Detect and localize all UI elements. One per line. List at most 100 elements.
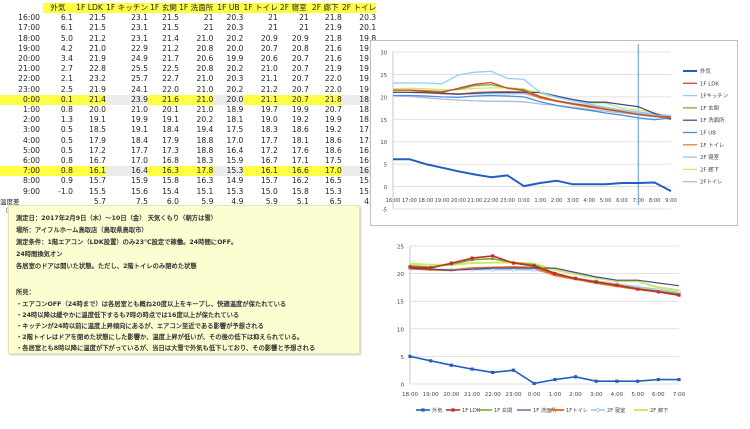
x-tick-label: 9:00 (665, 198, 677, 204)
table-cell: 20.8 (291, 43, 309, 53)
legend-label: 外気 (432, 406, 442, 414)
y-tick-label: 25 (380, 73, 387, 79)
table-cell: 20.8 (196, 43, 214, 53)
col-header: 1F UB (213, 3, 244, 14)
table-cell: 18.9 (226, 105, 244, 115)
row-time: 8:00 (22, 176, 40, 186)
legend-label: 2F 寝室 (700, 153, 720, 161)
table-cell: 20.3 (359, 13, 377, 23)
data-point (553, 272, 557, 276)
table-cell: 19.5 (359, 43, 377, 53)
table-row: 20:00 3.4 21.9 24.9 21.7 20.6 19.9 20.6 20.7 21.6… (0, 54, 376, 64)
temperature-table: 外気 1F LDK 1F キッチン 1F 玄関 1F 洗面所 1F UB 1F … (0, 3, 377, 217)
table-cell: 17.5 (226, 125, 244, 135)
data-point (677, 377, 681, 382)
series-line-8 (392, 87, 672, 119)
series-line-5 (393, 94, 672, 121)
legend-marker (421, 408, 425, 412)
table-cell: 15.7 (260, 176, 278, 186)
table-cell: 20.1 (359, 23, 377, 33)
table-cell: 19.9 (131, 115, 148, 125)
table-cell: 24.9 (131, 54, 148, 64)
row-time: 0:00 (0, 94, 43, 106)
table-cell: 21.0 (196, 84, 214, 94)
legend-label: 外気 (700, 67, 711, 75)
table-cell: 21.9 (324, 23, 342, 33)
data-point (594, 379, 598, 383)
row-time: 7:00 (0, 166, 43, 177)
table-cell: 6.1 (60, 13, 73, 23)
y-tick-label: 25 (397, 245, 405, 251)
data-point (429, 266, 433, 270)
table-cell: 15.8 (291, 186, 309, 196)
col-header: 1F キッチン (106, 3, 148, 14)
table-cell: 15.6 (131, 186, 148, 196)
table-cell: 19.0 (260, 115, 278, 125)
x-tick-label: 3:00 (567, 198, 579, 204)
table-cell: 15.4 (162, 186, 179, 196)
y-tick-label: 30 (380, 51, 387, 57)
table-cell: 21.0 (131, 105, 148, 115)
data-point (656, 377, 660, 382)
x-tick-label: 6:00 (652, 392, 665, 398)
x-tick-label: 4:00 (583, 198, 595, 204)
x-tick-label: 21:00 (467, 198, 482, 204)
diff-label: 温度差 (0, 197, 20, 206)
table-cell: 23.2 (89, 74, 106, 84)
table-row: 16:00 6.1 21.5 23.1 21.5 21 20.3 21 21 21.8 20.3 (0, 13, 376, 23)
table-cell: 21 (268, 23, 278, 33)
data-point (511, 368, 516, 372)
diff-value: 5.7 (93, 196, 106, 206)
legend-label: 1F 洗面所 (700, 116, 725, 124)
x-tick-label: 1:00 (549, 392, 562, 398)
table-cell: 20.9 (291, 33, 309, 43)
chart-evening-morning-svg: 0 5 10 15 20 25 18:00 19:00 20:00 21:00 22:00 23:00… (397, 245, 686, 415)
table-cell: 22.9 (131, 43, 148, 53)
table-row: 6:00 0.8 16.7 17.0 16.8 18.3 15.9 16.7 17.1 17.5 1… (0, 156, 376, 166)
table-cell: 20.2 (226, 84, 244, 94)
table-cell: 6.1 (60, 23, 73, 33)
table-cell: 21.0 (89, 43, 106, 53)
legend-label: 1F 玄関 (700, 104, 719, 112)
table-cell: 19.9 (226, 54, 244, 64)
row-time: 4:00 (22, 135, 40, 145)
diff-value: 4.9 (231, 196, 244, 206)
diff-value: 5.9 (201, 196, 214, 206)
finding-item: ・2階トイレはドアを閉めた状態にした影響か、温度上昇が低いが、その後の低下は抑え… (16, 334, 304, 341)
measurement-place: 場所：アイフルホーム鳥取店（鳥取県鳥取市） (16, 227, 148, 234)
findings-title: 所見： (16, 289, 35, 296)
table-cell: 19.1 (89, 115, 106, 125)
col-header: 2F 廊下 (308, 3, 342, 14)
legend-label: 1Fキッチン (700, 93, 728, 100)
table-cell: 22.0 (324, 74, 342, 84)
diff-value: 7.5 (135, 196, 148, 206)
table-row: 7:00 0.8 16.1 16.4 16.3 17.8 15.3 16.1 16.6 17.0 1… (0, 166, 377, 177)
table-cell: 15.5 (359, 176, 377, 186)
row-time: 6:00 (22, 156, 40, 166)
table-cell: 21.8 (324, 13, 342, 23)
table-row: 2:00 1.3 19.1 19.9 19.1 20.2 18.1 19.0 19.2 19.9 1… (0, 115, 376, 125)
table-cell: 17.2 (260, 145, 278, 155)
data-point (553, 377, 557, 382)
table-cell: 16.7 (260, 156, 278, 166)
table-cell: 15.3 (226, 186, 244, 196)
table-cell: 15.8 (162, 176, 179, 186)
table-row: 19:00 4.2 21.0 22.9 21.2 20.8 20.0 20.7 20.8 21.6… (0, 44, 376, 54)
table-cell: 20.7 (291, 84, 309, 94)
table-cell: 19.0 (359, 84, 377, 94)
table-cell: 16.4 (106, 166, 148, 177)
table-cell: 15.3 (213, 166, 244, 177)
data-point (470, 256, 474, 260)
table-cell: 17.1 (291, 156, 309, 166)
table-cell: 23.1 (131, 23, 148, 33)
table-cell: 19.1 (359, 64, 377, 74)
table-cell: 21.2 (162, 43, 179, 53)
table-cell: 18.4 (131, 135, 148, 145)
table-cell: 18.6 (324, 135, 342, 145)
table-cell: 15.7 (89, 176, 106, 186)
series-line-1 (393, 81, 672, 118)
row-time: 20:00 (18, 54, 40, 64)
x-tick-label: 5:00 (631, 392, 644, 398)
table-cell: 21.0 (179, 94, 214, 106)
